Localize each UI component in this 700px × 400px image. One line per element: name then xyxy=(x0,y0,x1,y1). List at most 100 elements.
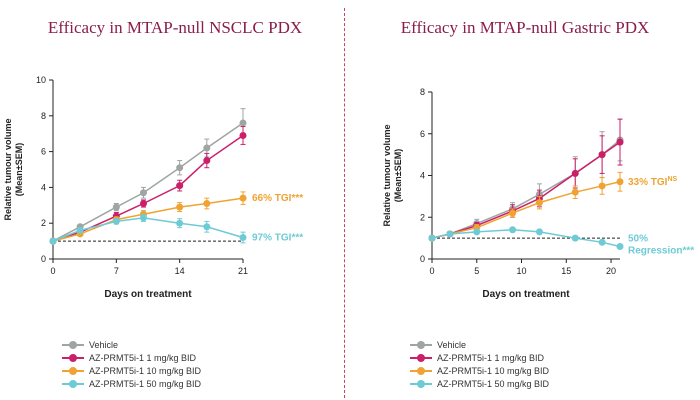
annotation: 97% TGI*** xyxy=(252,233,303,244)
data-point xyxy=(239,119,247,127)
data-point xyxy=(176,182,184,190)
legend-label: AZ-PRMT5i-1 50 mg/kg BID xyxy=(89,378,202,389)
data-point xyxy=(473,228,481,236)
x-axis-label: Days on treatment xyxy=(104,289,192,300)
data-point xyxy=(203,200,211,208)
data-point xyxy=(139,214,147,222)
x-tick-label: 7 xyxy=(114,266,119,276)
legend-marker xyxy=(62,379,84,389)
y-tick-label: 8 xyxy=(420,87,425,97)
legend-label: AZ-PRMT5i-1 1 mg/kg BID xyxy=(437,352,545,363)
y-axis-label: Relative tumour volume(Mean±SEM) xyxy=(3,118,24,220)
legend-item-10mg: AZ-PRMT5i-1 10 mg/kg BID xyxy=(62,364,201,377)
legend-dot xyxy=(69,366,77,375)
legend-item-50mg: AZ-PRMT5i-1 50 mg/kg BID xyxy=(62,377,201,390)
data-point xyxy=(598,151,606,159)
y-tick-label: 6 xyxy=(41,147,46,157)
x-tick-label: 15 xyxy=(561,266,571,276)
data-point xyxy=(139,189,147,197)
data-point xyxy=(49,237,57,245)
nsclc-chart: 0 2 4 6 8 10 0 7 14 21 Days on treatment Relative t… xyxy=(3,75,303,300)
x-tick-label: 0 xyxy=(50,266,55,276)
series-line xyxy=(431,141,621,239)
legend-label: AZ-PRMT5i-1 10 mg/kg BID xyxy=(89,365,202,376)
data-point xyxy=(598,238,606,246)
data-point xyxy=(571,234,579,242)
legend-marker xyxy=(62,353,84,363)
data-point xyxy=(176,203,184,211)
data-point xyxy=(239,194,247,202)
data-point xyxy=(509,226,517,234)
legend-marker xyxy=(410,366,432,376)
legend-dot xyxy=(69,340,77,349)
x-tick-label: 14 xyxy=(175,266,185,276)
legend-item-vehicle: Vehicle xyxy=(62,338,201,351)
data-point xyxy=(176,164,184,172)
data-point xyxy=(239,234,247,242)
data-point xyxy=(616,242,624,250)
y-tick-label: 4 xyxy=(41,182,46,192)
nsclc-legend: Vehicle AZ-PRMT5i-1 1 mg/kg BID AZ-PRMT5… xyxy=(62,338,201,390)
y-tick-label: 8 xyxy=(41,111,46,121)
y-tick-label: 0 xyxy=(420,254,425,264)
y-tick-label: 0 xyxy=(41,254,46,264)
gastric-chart: 0 2 4 6 8 0 5 10 15 20 Days on treatment Relative t… xyxy=(382,87,694,300)
data-point xyxy=(76,226,84,234)
y-tick-label: 2 xyxy=(420,212,425,222)
data-point xyxy=(509,209,517,217)
data-point xyxy=(571,188,579,196)
legend-item-50mg: AZ-PRMT5i-1 50 mg/kg BID xyxy=(410,377,549,390)
y-tick-label: 10 xyxy=(36,75,46,85)
legend-item-10mg: AZ-PRMT5i-1 10 mg/kg BID xyxy=(410,364,549,377)
x-tick-label: 5 xyxy=(474,266,479,276)
y-tick-label: 4 xyxy=(420,171,425,181)
legend-label: Vehicle xyxy=(89,339,119,350)
panel-divider xyxy=(344,8,345,398)
x-tick-label: 21 xyxy=(238,266,248,276)
legend-marker xyxy=(410,340,432,350)
legend-dot xyxy=(417,379,425,388)
x-axis-label: Days on treatment xyxy=(482,289,570,300)
legend-item-vehicle: Vehicle xyxy=(410,338,549,351)
legend-marker xyxy=(410,379,432,389)
x-tick-label: 0 xyxy=(429,266,434,276)
data-point xyxy=(535,228,543,236)
data-point xyxy=(112,203,120,211)
data-point xyxy=(176,219,184,227)
data-point xyxy=(535,199,543,207)
annotation: 50% Regression*** xyxy=(628,233,694,256)
data-point xyxy=(203,157,211,165)
legend-dot xyxy=(417,340,425,349)
legend-dot xyxy=(69,379,77,388)
legend-dot xyxy=(69,353,77,362)
data-point xyxy=(598,182,606,190)
data-point xyxy=(203,223,211,231)
annotation: 33% TGINS xyxy=(628,176,678,188)
y-axis-label: Relative tumour volume(Mean±SEM) xyxy=(382,124,403,226)
series-line xyxy=(52,122,244,242)
y-tick-label: 2 xyxy=(41,218,46,228)
legend-label: AZ-PRMT5i-1 10 mg/kg BID xyxy=(437,365,550,376)
legend-marker xyxy=(62,340,84,350)
series-line xyxy=(431,229,621,248)
x-tick-label: 20 xyxy=(606,266,616,276)
gastric-legend: Vehicle AZ-PRMT5i-1 1 mg/kg BID AZ-PRMT5… xyxy=(410,338,549,390)
data-point xyxy=(571,169,579,177)
nsclc-chart-title: Efficacy in MTAP-null NSCLC PDX xyxy=(47,18,303,37)
legend-dot xyxy=(417,366,425,375)
data-point xyxy=(239,131,247,139)
legend-dot xyxy=(417,353,425,362)
legend-item-1mg: AZ-PRMT5i-1 1 mg/kg BID xyxy=(62,351,201,364)
legend-marker xyxy=(62,366,84,376)
data-point xyxy=(139,200,147,208)
data-point xyxy=(446,230,454,238)
data-point xyxy=(112,217,120,225)
data-point xyxy=(616,178,624,186)
legend-label: AZ-PRMT5i-1 1 mg/kg BID xyxy=(89,352,197,363)
nsclc-panel: Efficacy in MTAP-null NSCLC PDX 0 2 4 6 8 10 0… xyxy=(3,18,303,390)
legend-marker xyxy=(410,353,432,363)
legend-label: AZ-PRMT5i-1 50 mg/kg BID xyxy=(437,378,550,389)
annotation: 66% TGI*** xyxy=(252,193,303,204)
legend-label: Vehicle xyxy=(437,339,467,350)
